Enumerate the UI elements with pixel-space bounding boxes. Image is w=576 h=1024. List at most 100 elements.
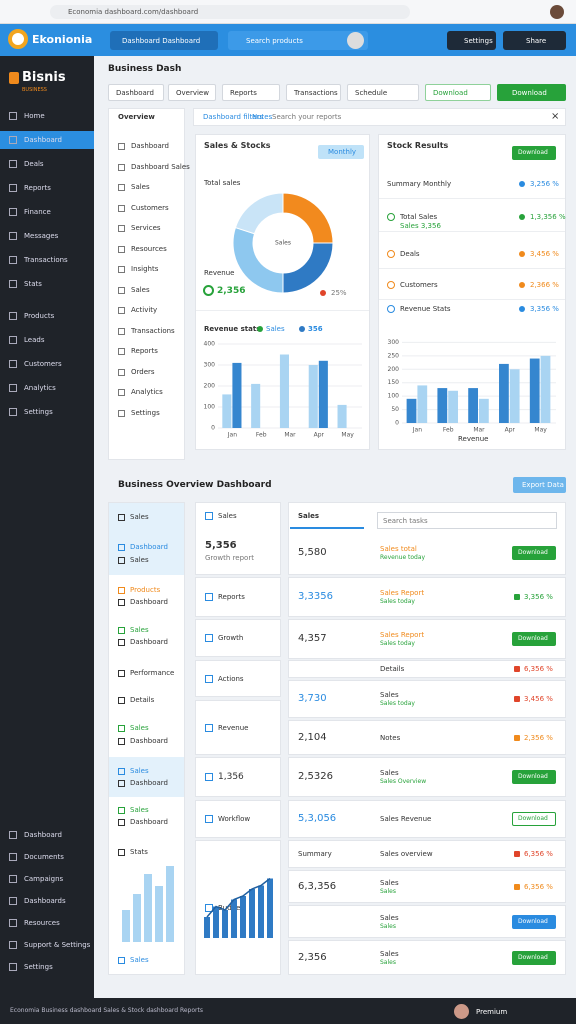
menu-item: Campaigns xyxy=(24,875,64,883)
menu-item: Stats xyxy=(24,280,42,288)
divider xyxy=(196,310,369,311)
card-icon xyxy=(205,815,213,823)
card-title: Sales & Stocks xyxy=(204,141,271,150)
tab-label: Schedule xyxy=(355,89,388,97)
trend-line xyxy=(206,877,271,918)
bar xyxy=(122,910,130,942)
list-icon xyxy=(118,599,125,606)
list-item: Sales xyxy=(130,806,149,814)
avatar xyxy=(550,5,564,19)
action-button[interactable] xyxy=(512,632,556,646)
action-button[interactable] xyxy=(512,545,556,560)
bar xyxy=(448,390,458,423)
card-icon xyxy=(205,773,213,781)
share-button[interactable] xyxy=(503,31,566,50)
stock-row-value: 3,256 % xyxy=(530,180,559,188)
sidebar xyxy=(0,56,94,998)
menu-item: Settings xyxy=(24,963,53,971)
divider xyxy=(379,299,565,300)
action-value: 6,356 % xyxy=(524,665,553,673)
overview-item: Orders xyxy=(131,367,155,376)
search[interactable] xyxy=(228,31,368,50)
filter: Dashboard filters xyxy=(203,113,264,121)
bar-chart: 0 100 200 300 400 Jan Feb Mar Apr May xyxy=(204,341,362,439)
menu-item: Finance xyxy=(24,208,51,216)
overview-item: Resources xyxy=(131,244,167,253)
search-box[interactable] xyxy=(377,512,557,529)
stock-row-label: Total Sales xyxy=(400,213,438,221)
tab[interactable] xyxy=(425,84,491,101)
bar xyxy=(479,398,489,423)
stat-card xyxy=(195,660,281,697)
menu-icon xyxy=(9,208,17,216)
bar xyxy=(251,383,261,428)
stock-row-sub: Sales 3,356 xyxy=(400,222,441,230)
menu-item: Resources xyxy=(24,919,60,927)
row-label: Sales xyxy=(380,913,399,922)
action-value: 2,356 % xyxy=(524,733,553,742)
bar xyxy=(232,362,242,428)
bar xyxy=(204,917,210,938)
card-title: Stock Results xyxy=(387,141,449,150)
bar xyxy=(267,878,273,938)
list-icon xyxy=(118,849,125,856)
stat-card xyxy=(195,757,281,797)
stock-row-label: Summary Monthly xyxy=(387,180,452,188)
badge xyxy=(318,145,364,159)
bar xyxy=(509,369,520,423)
overview-item: Services xyxy=(131,224,161,232)
download-button[interactable] xyxy=(512,146,556,160)
menu-item: Dashboards xyxy=(24,897,66,905)
filter-bar xyxy=(193,108,566,126)
overview-item: Settings xyxy=(131,408,160,417)
row-value: 5,3,056 xyxy=(298,813,337,824)
x-tick-label: Mar xyxy=(284,432,296,439)
x-tick-label: Apr xyxy=(505,427,516,434)
action-button[interactable] xyxy=(512,812,556,826)
row-label: Details xyxy=(380,665,405,673)
list-item: Sales xyxy=(130,626,149,634)
card-icon xyxy=(205,593,213,601)
dropdown[interactable] xyxy=(110,31,218,50)
bar xyxy=(406,398,417,423)
share-label: Share xyxy=(526,37,547,45)
action-button[interactable] xyxy=(512,770,556,784)
y-tick-label: 250 xyxy=(388,352,400,359)
item-icon xyxy=(118,266,125,273)
mini-chart xyxy=(122,866,174,942)
tab[interactable] xyxy=(108,84,164,101)
action-button[interactable] xyxy=(512,914,556,929)
overview-item: Dashboard xyxy=(131,142,169,150)
tab[interactable] xyxy=(222,84,280,101)
row-sub: Sales today xyxy=(380,598,415,605)
active-item xyxy=(0,131,94,149)
y-tick-label: 100 xyxy=(204,404,216,411)
settings-button[interactable] xyxy=(447,31,496,50)
row-sub: Sales xyxy=(380,958,396,966)
y-tick-label: 200 xyxy=(388,366,400,373)
export-button[interactable] xyxy=(513,477,566,493)
legend-icon xyxy=(203,285,214,296)
action-button[interactable] xyxy=(512,950,556,965)
tab[interactable] xyxy=(347,84,419,101)
share-dot xyxy=(320,290,326,296)
row-value: 2,104 xyxy=(298,731,327,743)
settings-label: Settings xyxy=(464,37,493,45)
x-tick-label: Mar xyxy=(473,427,485,434)
footer-user: Premium xyxy=(476,1008,508,1016)
menu-icon xyxy=(9,184,17,192)
menu-icon xyxy=(9,336,17,344)
download-button[interactable] xyxy=(497,84,566,101)
tab[interactable] xyxy=(286,84,341,101)
menu-item: Support & Settings xyxy=(24,941,91,949)
item-icon xyxy=(118,204,125,212)
tab[interactable] xyxy=(168,84,216,101)
row-label: Sales xyxy=(380,691,399,699)
action-label: Download xyxy=(518,917,548,925)
value-dot xyxy=(519,282,525,288)
footer-avatar xyxy=(454,1004,469,1019)
tab-underline xyxy=(290,527,364,529)
donut-center: Sales xyxy=(275,240,291,247)
bar xyxy=(318,360,328,428)
stock-row-label: Deals xyxy=(400,250,420,258)
